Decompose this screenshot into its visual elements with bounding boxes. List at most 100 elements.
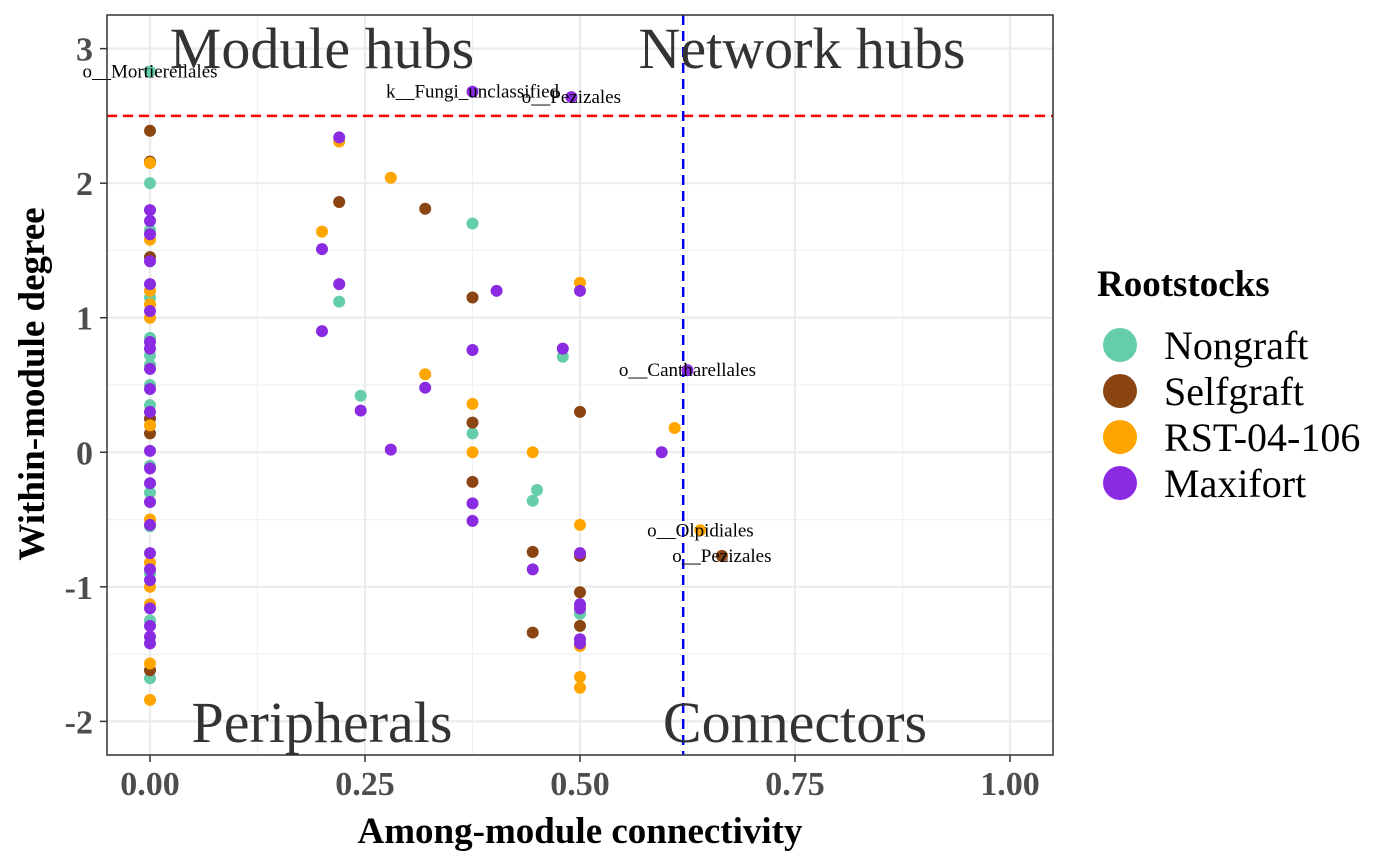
y-tick-label: 3	[76, 32, 93, 69]
point-maxifort	[144, 204, 156, 217]
quadrant-label-connectors: Connectors	[663, 690, 927, 755]
point-maxifort	[144, 255, 156, 268]
point-rst-04-106	[574, 518, 586, 531]
point-maxifort	[144, 214, 156, 227]
point-selfgraft	[466, 291, 479, 304]
point-nongraft	[354, 389, 367, 402]
point-maxifort	[574, 547, 586, 560]
y-tick-label: 1	[76, 301, 93, 338]
point-rst-04-106	[574, 670, 586, 683]
x-tick-label: 0.00	[120, 766, 180, 803]
point-maxifort	[144, 563, 156, 576]
point-rst-04-106	[384, 171, 397, 184]
point-maxifort	[681, 364, 694, 377]
point-maxifort	[144, 637, 156, 650]
point-rst-04-106	[144, 419, 156, 432]
y-tick-label: 0	[76, 435, 93, 472]
point-rst-04-106	[466, 397, 479, 410]
x-tick-label: 0.75	[765, 766, 825, 803]
point-rst-04-106	[419, 368, 432, 381]
point-nongraft	[144, 177, 156, 190]
point-maxifort	[144, 477, 156, 490]
point-maxifort	[144, 574, 156, 587]
point-selfgraft	[526, 545, 539, 558]
point-selfgraft	[466, 416, 479, 429]
legend-label-selfgraft: Selfgraft	[1164, 369, 1304, 414]
point-label: k__Fungi_unclassified	[386, 82, 560, 103]
legend-title: Rootstocks	[1097, 264, 1270, 305]
legend-swatch-rst-04-106	[1103, 420, 1137, 454]
point-maxifort	[565, 91, 578, 104]
point-label: o__Pezizales	[672, 546, 771, 567]
point-maxifort	[144, 518, 156, 531]
y-axis-title: Within-module degree	[12, 207, 53, 560]
point-maxifort	[574, 602, 586, 615]
point-maxifort	[384, 443, 397, 456]
legend-swatch-maxifort	[1103, 466, 1137, 500]
point-nongraft	[466, 427, 479, 440]
quadrant-labels: Module hubs Network hubs Peripherals Con…	[170, 16, 966, 755]
point-maxifort	[144, 496, 156, 509]
threshold-lines	[107, 15, 1053, 755]
point-maxifort	[144, 362, 156, 375]
quadrant-label-module-hubs: Module hubs	[170, 16, 475, 81]
point-nongraft	[333, 295, 346, 308]
point-selfgraft	[574, 586, 586, 599]
point-selfgraft	[333, 196, 346, 209]
point-maxifort	[144, 342, 156, 355]
point-maxifort	[419, 381, 432, 394]
legend-swatch-selfgraft	[1103, 374, 1137, 408]
point-rst-04-106	[144, 693, 156, 706]
point-maxifort	[316, 243, 328, 256]
point-maxifort	[144, 619, 156, 632]
point-maxifort	[144, 305, 156, 317]
point-selfgraft	[144, 124, 156, 137]
x-axis-title: Among-module connectivity	[358, 811, 803, 852]
quadrant-label-network-hubs: Network hubs	[638, 16, 965, 81]
point-maxifort	[354, 404, 367, 417]
point-nongraft	[144, 65, 156, 78]
legend-label-nongraft: Nongraft	[1164, 323, 1308, 368]
point-rst-04-106	[694, 524, 707, 537]
axis-ticks: 0.00 0.25 0.50 0.75 1.00 -2 -1 0 1 2 3	[65, 32, 1040, 803]
point-selfgraft	[466, 475, 479, 488]
point-maxifort	[144, 383, 156, 396]
point-maxifort	[144, 405, 156, 418]
point-maxifort	[144, 602, 156, 615]
quadrant-label-peripherals: Peripherals	[192, 690, 453, 755]
point-maxifort	[316, 325, 328, 338]
point-rst-04-106	[526, 446, 539, 459]
point-maxifort	[333, 278, 346, 291]
legend-label-maxifort: Maxifort	[1164, 461, 1306, 506]
point-nongraft	[144, 486, 156, 499]
legend: Rootstocks NongraftSelfgraftRST-04-106Ma…	[1097, 264, 1360, 506]
point-maxifort	[526, 563, 539, 576]
point-maxifort	[144, 547, 156, 560]
x-tick-label: 1.00	[980, 766, 1040, 803]
point-label: o__Olpidiales	[647, 520, 754, 541]
point-labels: o__Mortierellales k__Fungi_unclassified o_…	[82, 62, 771, 567]
point-maxifort	[655, 446, 668, 459]
point-maxifort	[144, 228, 156, 241]
point-selfgraft	[419, 202, 432, 215]
point-rst-04-106	[466, 446, 479, 459]
legend-label-rst-04-106: RST-04-106	[1164, 415, 1360, 460]
point-selfgraft	[526, 626, 539, 639]
point-nongraft	[466, 217, 479, 230]
point-maxifort	[556, 342, 569, 355]
point-rst-04-106	[668, 422, 681, 435]
point-rst-04-106	[574, 681, 586, 694]
point-nongraft	[526, 494, 539, 507]
point-maxifort	[144, 278, 156, 291]
point-maxifort	[574, 284, 586, 297]
point-label: o__Mortierellales	[82, 62, 217, 83]
y-tick-label: 2	[76, 166, 93, 203]
point-maxifort	[574, 637, 586, 650]
point-rst-04-106	[144, 157, 156, 169]
x-tick-label: 0.25	[335, 766, 395, 803]
y-tick-label: -2	[65, 704, 93, 741]
point-selfgraft	[715, 549, 728, 562]
data-points	[144, 65, 728, 706]
point-rst-04-106	[144, 657, 156, 670]
